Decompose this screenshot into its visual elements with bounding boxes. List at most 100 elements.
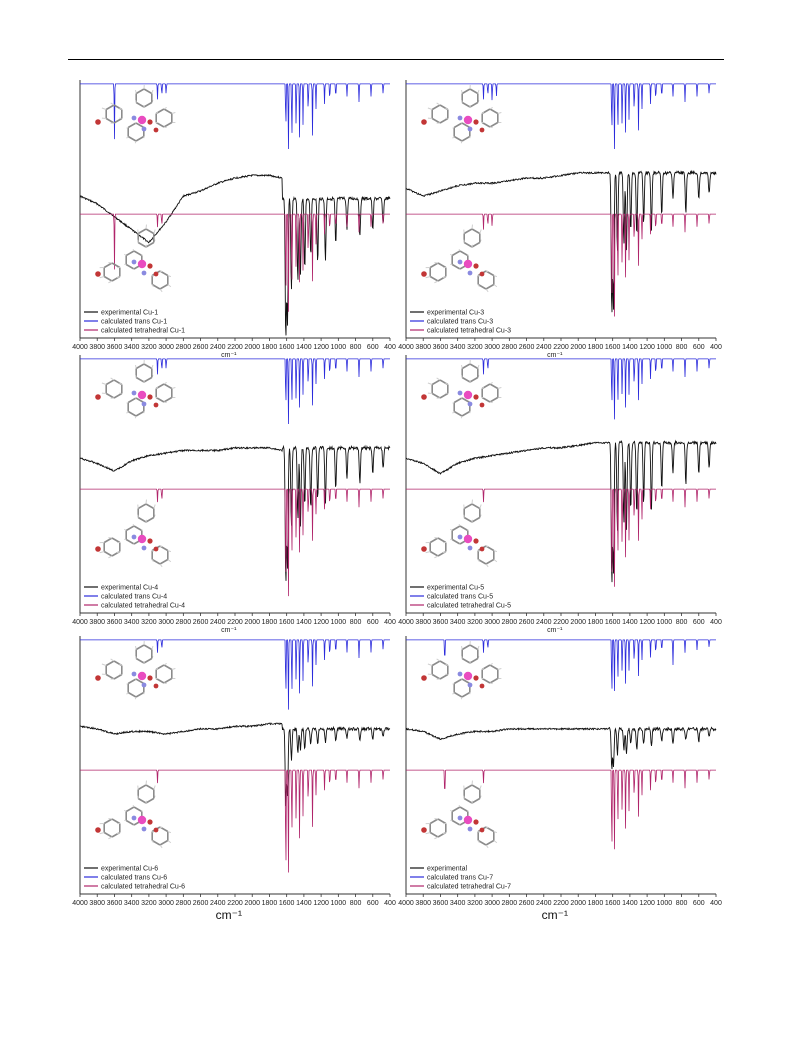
x-tick-label: 1000 <box>331 344 347 351</box>
x-tick-label: 2800 <box>502 900 518 907</box>
legend-entry: experimental Cu-3 <box>427 310 484 317</box>
x-tick-label: 3600 <box>107 344 123 351</box>
x-axis-label: cm⁻¹ <box>221 352 237 359</box>
trans-molecule-image <box>95 85 176 144</box>
x-tick-label: 1600 <box>279 344 295 351</box>
x-tick-label: 3800 <box>89 900 105 907</box>
x-tick-label: 1400 <box>622 900 638 907</box>
trans-molecule-image <box>95 360 176 419</box>
series-line-tetrahedral <box>80 213 390 312</box>
x-tick-label: 2400 <box>536 619 552 626</box>
x-tick-label: 1000 <box>657 619 673 626</box>
legend-entry: calculated tetrahedral Cu-1 <box>101 328 185 335</box>
x-tick-label: 3000 <box>158 900 174 907</box>
x-tick-label: 2200 <box>553 619 569 626</box>
x-tick-label: 1600 <box>605 900 621 907</box>
series-line-trans <box>406 83 716 149</box>
legend-entry: calculated tetrahedral Cu-4 <box>101 603 185 610</box>
legend-entry: calculated trans Cu-3 <box>427 319 493 326</box>
series-line-trans <box>80 358 390 424</box>
x-tick-label: 2400 <box>210 900 226 907</box>
series-line-tetrahedral <box>406 213 716 317</box>
x-tick-label: 2800 <box>176 619 192 626</box>
x-tick-label: 3600 <box>433 344 449 351</box>
x-tick-label: 2000 <box>244 344 260 351</box>
x-tick-label: 2200 <box>227 344 243 351</box>
series-line-trans <box>80 639 390 710</box>
series-line-trans <box>406 358 716 420</box>
x-tick-label: 1400 <box>622 344 638 351</box>
legend-entry: experimental Cu-4 <box>101 585 158 592</box>
legend-entry: experimental Cu-5 <box>427 585 484 592</box>
x-tick-label: 2800 <box>502 344 518 351</box>
x-tick-label: 3400 <box>450 900 466 907</box>
legend: experimental Cu-6 calculated trans Cu-6 ca… <box>84 866 185 891</box>
x-tick-label: 3400 <box>124 344 140 351</box>
x-tick-label: 2000 <box>570 900 586 907</box>
legend-entry: calculated trans Cu-5 <box>427 594 493 601</box>
x-tick-label: 2600 <box>519 900 535 907</box>
tetrahedral-molecule-image <box>95 780 172 849</box>
x-tick-label: 400 <box>710 344 722 351</box>
x-tick-label: 3400 <box>124 900 140 907</box>
x-tick-label: 2000 <box>244 619 260 626</box>
x-tick-label: 3200 <box>467 900 483 907</box>
legend: experimental Cu-3 calculated trans Cu-3 ca… <box>410 310 511 335</box>
x-tick-label: 3600 <box>107 900 123 907</box>
x-tick-label: 2400 <box>210 619 226 626</box>
x-tick-label: 400 <box>384 344 396 351</box>
x-tick-label: 1000 <box>657 900 673 907</box>
tetrahedral-molecule-image <box>421 499 498 568</box>
x-tick-label: 1400 <box>622 619 638 626</box>
spectrum-panel-3: 4000 3800 3600 3400 3200 3000 2800 2600 2400 2200… <box>72 355 396 634</box>
legend: experimental Cu-1 calculated trans Cu-1 ca… <box>84 310 185 335</box>
x-tick-label: 4000 <box>398 619 414 626</box>
spectrum-panel-1: 4000 3800 3600 3400 3200 3000 2800 2600 2400 2200… <box>72 80 396 359</box>
x-tick-label: 800 <box>676 344 688 351</box>
x-tick-label: 2600 <box>519 344 535 351</box>
x-tick-label: 3400 <box>124 619 140 626</box>
x-tick-label: 1200 <box>639 900 655 907</box>
x-tick-label: 1200 <box>639 344 655 351</box>
x-tick-label: 3000 <box>484 344 500 351</box>
spectrum-panel-2: 4000 3800 3600 3400 3200 3000 2800 2600 2400 2200… <box>398 80 722 359</box>
x-tick-label: 1600 <box>279 900 295 907</box>
x-tick-label: 1000 <box>331 619 347 626</box>
legend-entry: calculated tetrahedral Cu-5 <box>427 603 511 610</box>
x-tick-label: 1200 <box>313 900 329 907</box>
legend-entry: calculated tetrahedral Cu-7 <box>427 884 511 891</box>
x-tick-label: 3800 <box>415 619 431 626</box>
x-tick-label: 2000 <box>570 344 586 351</box>
x-tick-label: 2000 <box>244 900 260 907</box>
x-tick-label: 4000 <box>72 619 88 626</box>
legend-entry: calculated tetrahedral Cu-3 <box>427 328 511 335</box>
legend-entry: calculated trans Cu-7 <box>427 875 493 882</box>
legend-entry: experimental Cu-6 <box>101 866 158 873</box>
spectrum-panel-6: 4000 3800 3600 3400 3200 3000 2800 2600 2400 2200… <box>398 636 722 922</box>
x-tick-label: 3200 <box>467 344 483 351</box>
x-axis-label: cm⁻¹ <box>547 627 563 634</box>
trans-molecule-image <box>421 641 502 700</box>
tetrahedral-molecule-image <box>421 224 498 293</box>
x-tick-label: 4000 <box>72 900 88 907</box>
tetrahedral-molecule-image <box>421 780 498 849</box>
x-tick-label: 3200 <box>467 619 483 626</box>
series-line-experimental <box>405 169 717 313</box>
series-line-experimental <box>79 722 391 807</box>
x-tick-label: 600 <box>693 344 705 351</box>
x-tick-label: 3800 <box>89 619 105 626</box>
x-tick-label: 3800 <box>415 900 431 907</box>
x-tick-label: 2200 <box>553 900 569 907</box>
x-tick-label: 2000 <box>570 619 586 626</box>
series-line-experimental <box>79 444 391 581</box>
x-tick-label: 2200 <box>227 619 243 626</box>
x-tick-label: 2200 <box>227 900 243 907</box>
x-tick-label: 600 <box>367 900 379 907</box>
x-tick-label: 1200 <box>313 344 329 351</box>
x-tick-label: 1800 <box>262 344 278 351</box>
x-tick-label: 2800 <box>502 619 518 626</box>
x-tick-label: 3000 <box>484 619 500 626</box>
legend-entry: calculated trans Cu-1 <box>101 319 167 326</box>
x-tick-label: 3400 <box>450 619 466 626</box>
